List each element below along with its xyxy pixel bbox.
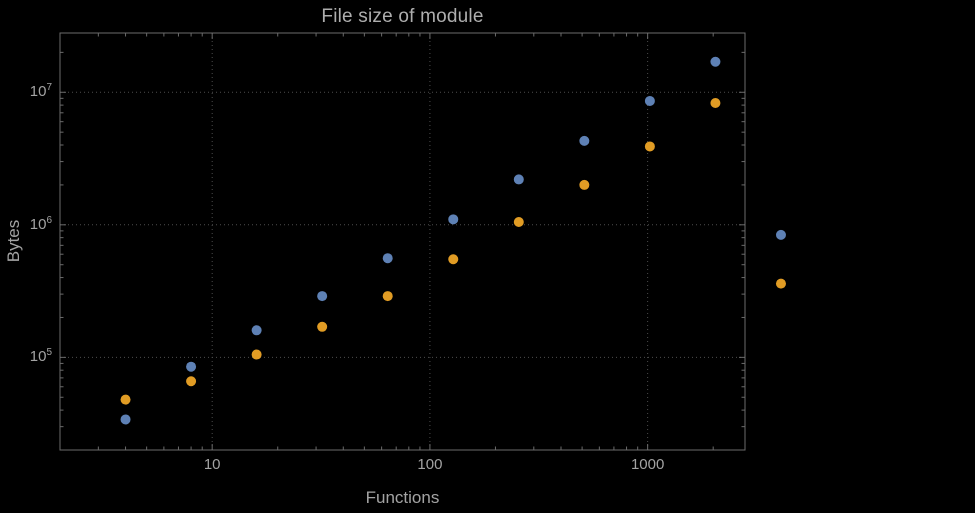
x-tick-label: 1000 [630, 456, 665, 473]
data-point-orange [775, 278, 786, 289]
data-point-orange [120, 394, 131, 405]
data-point-orange [710, 97, 721, 108]
data-point-orange [317, 321, 328, 332]
data-point-blue [710, 56, 721, 67]
data-point-blue [186, 361, 197, 372]
data-point-orange [448, 254, 459, 265]
plot-frame [59, 32, 746, 451]
x-tick-label: 100 [417, 456, 443, 473]
data-point-blue [120, 414, 131, 425]
data-point-blue [448, 214, 459, 225]
data-point-orange [579, 179, 590, 190]
data-point-blue [251, 325, 262, 336]
data-point-blue [317, 291, 328, 302]
data-point-orange [513, 217, 524, 228]
data-point-orange [251, 349, 262, 360]
data-point-blue [579, 135, 590, 146]
data-point-orange [186, 376, 197, 387]
x-tick-label: 10 [203, 456, 221, 473]
data-point-blue [513, 174, 524, 185]
x-axis-label: Functions [365, 488, 440, 507]
y-tick-label: 105 [29, 347, 52, 366]
data-point-orange [382, 291, 393, 302]
data-point-blue [382, 253, 393, 264]
data-point-orange [644, 141, 655, 152]
data-point-blue [775, 229, 786, 240]
y-tick-label: 107 [29, 82, 52, 101]
data-point-blue [644, 95, 655, 106]
chart-title: File size of module [321, 6, 484, 27]
y-axis-label: Bytes [4, 219, 23, 263]
y-tick-label: 106 [29, 214, 52, 233]
